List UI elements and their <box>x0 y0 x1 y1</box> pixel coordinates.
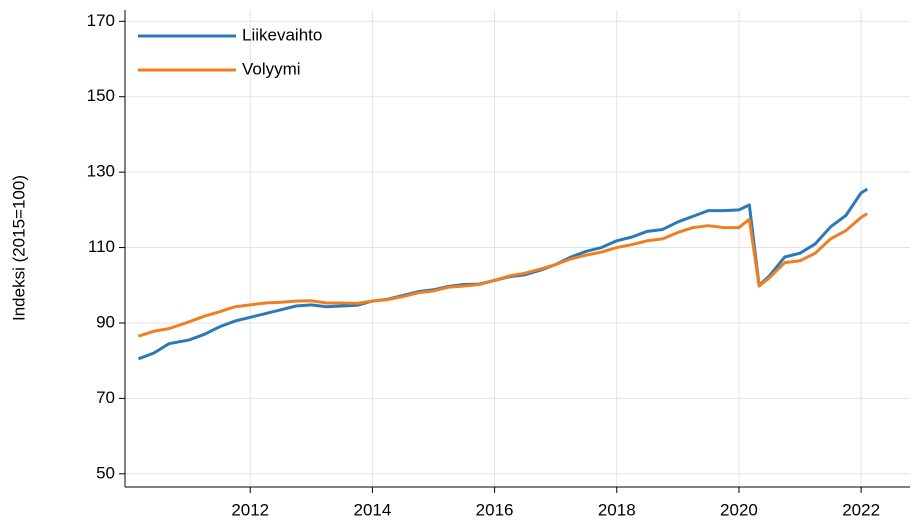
y-tick-label: 110 <box>88 237 115 256</box>
legend-label: Volyymi <box>242 59 301 78</box>
x-tick-label: 2018 <box>598 500 636 519</box>
legend-label: Liikevaihto <box>242 25 322 44</box>
x-tick-label: 2020 <box>720 500 758 519</box>
y-tick-label: 90 <box>96 312 115 331</box>
x-tick-label: 2014 <box>353 500 391 519</box>
y-axis-label: Indeksi (2015=100) <box>9 175 28 321</box>
y-tick-label: 170 <box>87 11 115 30</box>
x-tick-label: 2022 <box>842 500 880 519</box>
y-tick-label: 150 <box>87 86 115 105</box>
y-tick-label: 70 <box>96 388 115 407</box>
x-tick-label: 2012 <box>231 500 269 519</box>
y-tick-label: 130 <box>87 162 115 181</box>
y-tick-label: 50 <box>96 463 115 482</box>
x-tick-label: 2016 <box>476 500 514 519</box>
line-series <box>137 212 869 338</box>
